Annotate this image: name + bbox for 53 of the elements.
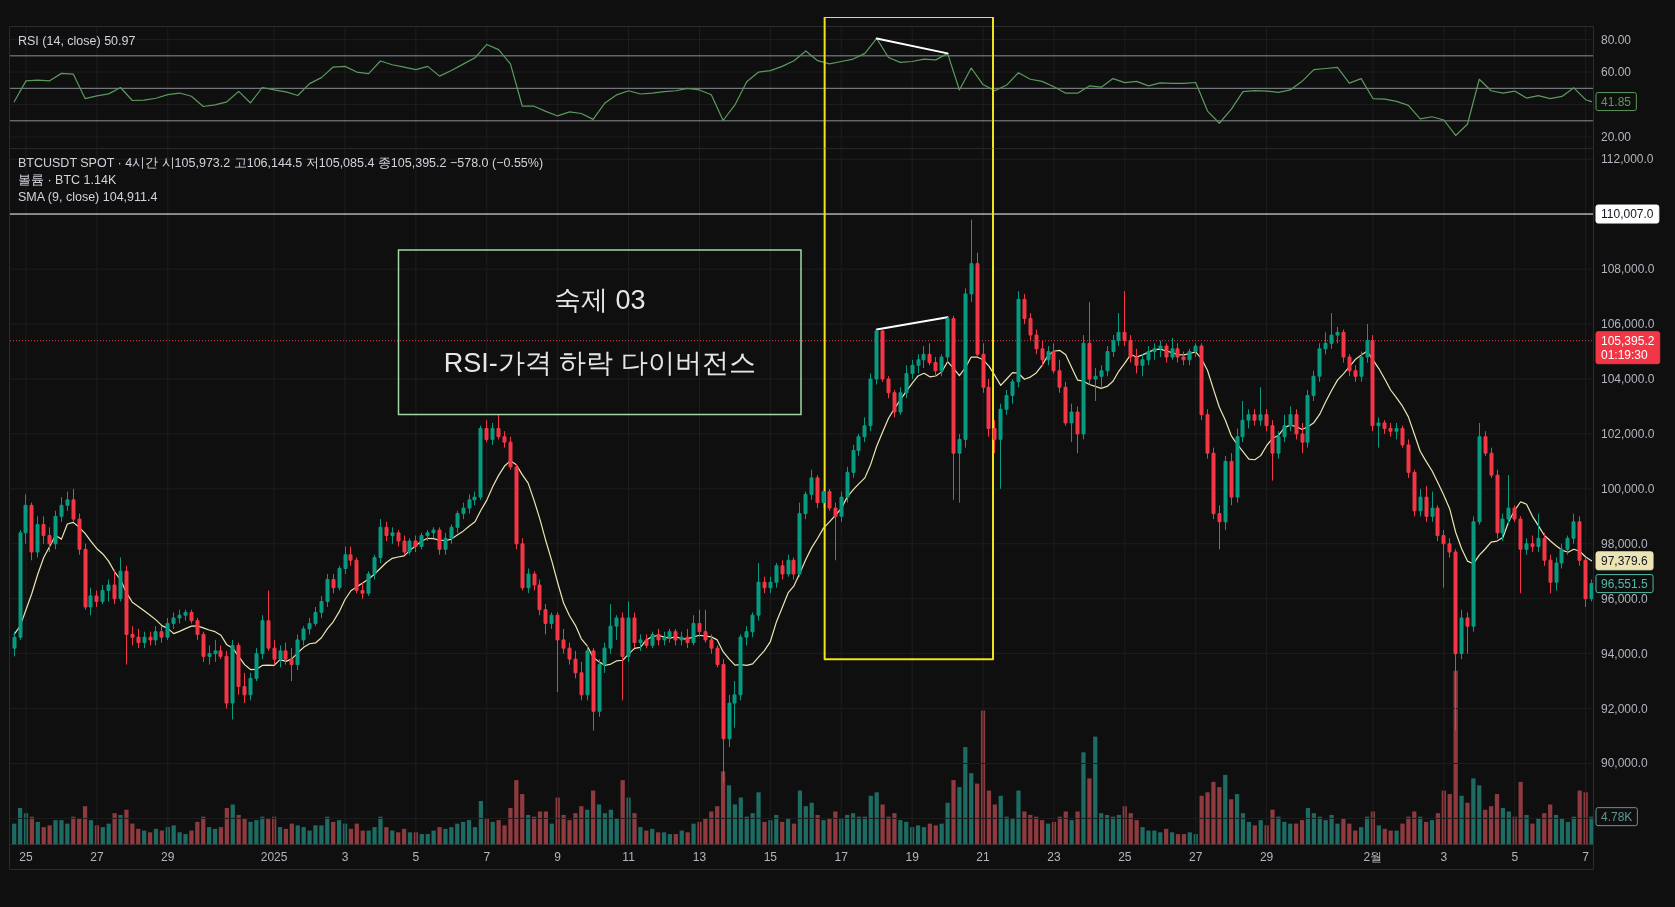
legend-row: 볼륨 · BTC 1.14K <box>18 173 117 187</box>
value-badge: 97,379.6 <box>1595 551 1654 571</box>
x-tick: 17 <box>834 850 848 864</box>
annotation: 4.78K <box>1601 809 1633 824</box>
annotation: 96,551.5 <box>1601 576 1649 591</box>
annotation: 97,379.6 <box>1601 553 1649 568</box>
ref-line-label: 105,395.2 01:19:30 <box>1601 333 1655 362</box>
x-tick: 25 <box>19 850 33 864</box>
annotation: 41.85 <box>1601 94 1632 109</box>
x-tick: 3 <box>1440 850 1448 864</box>
title: BTCUSDT SPOT · 4시간 시105,973.2 고106,144.5 저105,085.4 종105,395.2 −578.0 (−0.55%) <box>18 156 544 170</box>
x-tick: 3 <box>341 850 349 864</box>
x-tick: 2월 <box>1363 850 1383 864</box>
x-tick: 2025 <box>260 850 288 864</box>
y-tick: 100,000.0 <box>1601 481 1655 496</box>
x-tick: 25 <box>1118 850 1132 864</box>
y-tick: 104,000.0 <box>1601 372 1655 386</box>
ref-line-label: 110,007.0 <box>1601 207 1654 222</box>
y-tick: 94,000.0 <box>1601 646 1648 661</box>
y-tick: 20.00 <box>1601 130 1632 145</box>
x-tick: 5 <box>1511 850 1519 864</box>
x-tick: 23 <box>1047 850 1061 864</box>
x-tick: 27 <box>1189 850 1203 864</box>
ref-label: 105,395.2 01:19:30 <box>1595 331 1661 365</box>
y-tick: 112,000.0 <box>1601 152 1654 167</box>
x-tick: 29 <box>1259 850 1274 864</box>
x-tick: 19 <box>905 850 919 864</box>
x-tick: 13 <box>692 850 707 864</box>
legend-row: SMA (9, close) 104,911.4 <box>18 190 158 204</box>
x-tick: 5 <box>412 850 420 864</box>
y-tick: 102,000.0 <box>1601 426 1655 441</box>
y-tick: 92,000.0 <box>1601 701 1648 716</box>
y-tick: 98,000.0 <box>1601 536 1648 551</box>
value-badge: 41.85 <box>1595 92 1637 112</box>
x-tick: 15 <box>763 850 778 864</box>
title: RSI (14, close) 50.97 <box>18 34 136 48</box>
x-tick: 27 <box>90 850 104 864</box>
y-tick: 106,000.0 <box>1601 317 1655 332</box>
value-badge: 4.78K <box>1595 807 1638 827</box>
ref-label: 110,007.0 <box>1595 204 1660 224</box>
x-tick: 29 <box>161 850 175 864</box>
y-tick: 90,000.0 <box>1601 756 1648 771</box>
x-tick: 7 <box>1582 850 1589 864</box>
value-badge: 96,551.5 <box>1595 574 1654 594</box>
y-tick: 108,000.0 <box>1601 262 1655 277</box>
x-tick: 7 <box>483 850 491 864</box>
y-tick: 60.00 <box>1601 65 1632 80</box>
x-tick: 11 <box>622 850 635 864</box>
x-tick: 9 <box>554 850 562 864</box>
y-tick: 96,000.0 <box>1601 591 1648 606</box>
note-box: 숙제 03 RSI-가격 하락 다이버전스 <box>397 249 802 416</box>
x-tick: 21 <box>976 850 990 864</box>
y-tick: 80.00 <box>1601 32 1632 47</box>
